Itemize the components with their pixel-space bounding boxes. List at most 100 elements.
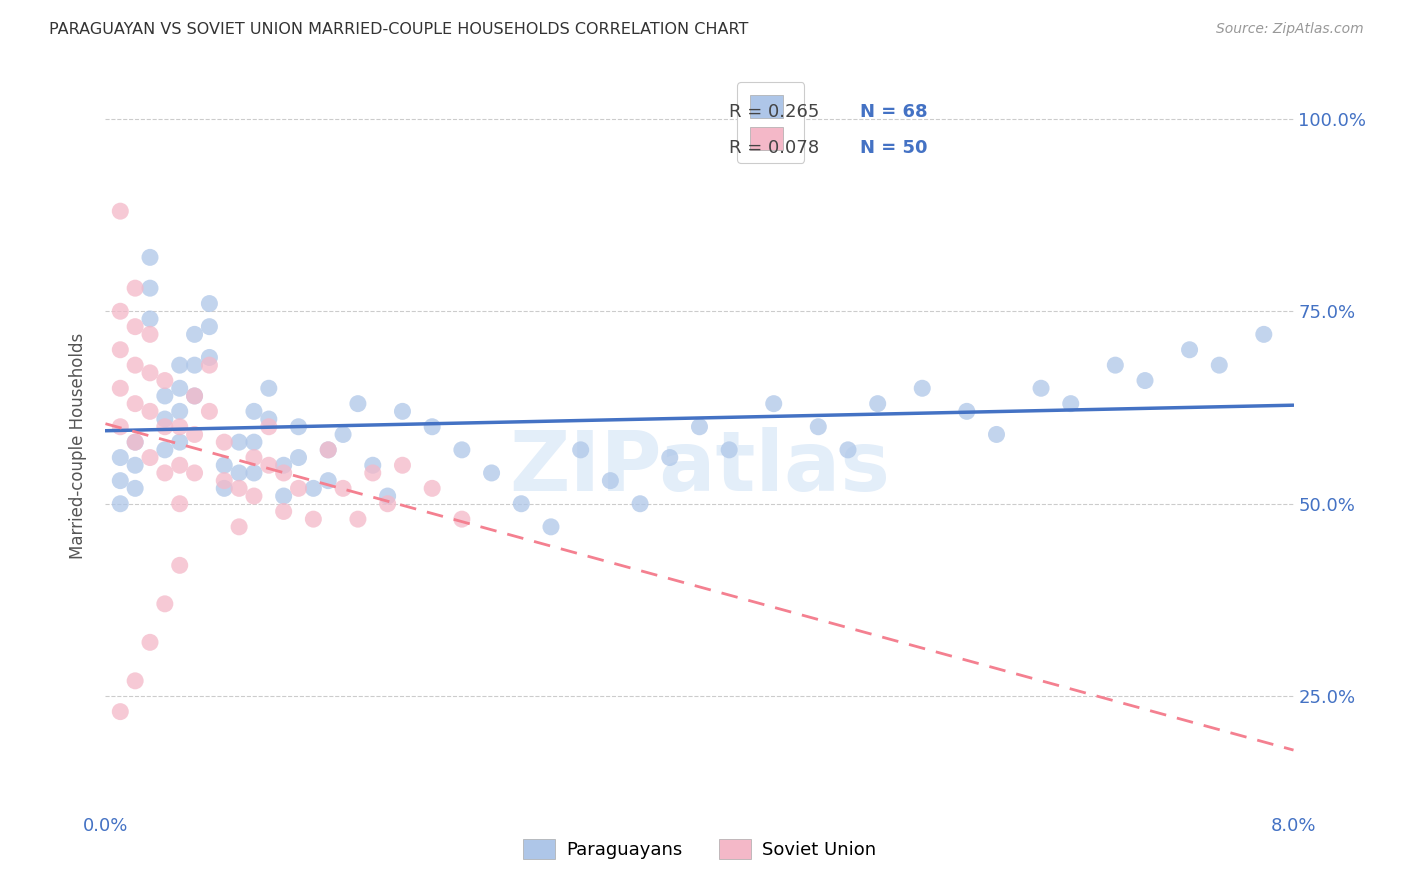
Point bbox=[243, 489, 266, 503]
Point bbox=[1208, 358, 1230, 372]
Point bbox=[153, 597, 176, 611]
Point bbox=[1178, 343, 1201, 357]
Point bbox=[273, 504, 295, 518]
Point bbox=[139, 366, 162, 380]
Text: R = 0.078: R = 0.078 bbox=[730, 138, 820, 157]
Point bbox=[628, 497, 651, 511]
Point bbox=[139, 251, 162, 265]
Point bbox=[540, 520, 562, 534]
Point bbox=[183, 466, 205, 480]
Point bbox=[377, 489, 399, 503]
Point bbox=[316, 442, 339, 457]
Point bbox=[110, 304, 132, 318]
Point bbox=[139, 635, 162, 649]
Point bbox=[198, 351, 221, 365]
Point bbox=[228, 435, 250, 450]
Point bbox=[332, 481, 354, 495]
Point bbox=[689, 419, 711, 434]
Point bbox=[243, 435, 266, 450]
Point bbox=[243, 466, 266, 480]
Point bbox=[124, 458, 146, 473]
Point bbox=[257, 419, 280, 434]
Point bbox=[198, 404, 221, 418]
Point bbox=[302, 512, 325, 526]
Point bbox=[420, 481, 443, 495]
Point bbox=[214, 474, 236, 488]
Point bbox=[718, 442, 741, 457]
Point bbox=[347, 512, 370, 526]
Point bbox=[169, 358, 191, 372]
Point bbox=[986, 427, 1008, 442]
Point bbox=[139, 327, 162, 342]
Point bbox=[1133, 374, 1156, 388]
Point bbox=[287, 481, 309, 495]
Point bbox=[110, 343, 132, 357]
Point bbox=[257, 458, 280, 473]
Point bbox=[153, 374, 176, 388]
Text: Source: ZipAtlas.com: Source: ZipAtlas.com bbox=[1216, 22, 1364, 37]
Point bbox=[510, 497, 533, 511]
Point bbox=[169, 404, 191, 418]
Point bbox=[658, 450, 681, 465]
Point bbox=[124, 319, 146, 334]
Point bbox=[110, 497, 132, 511]
Point bbox=[214, 481, 236, 495]
Point bbox=[110, 381, 132, 395]
Point bbox=[273, 489, 295, 503]
Text: N = 50: N = 50 bbox=[860, 138, 928, 157]
Point bbox=[153, 389, 176, 403]
Point bbox=[110, 204, 132, 219]
Text: R = 0.265: R = 0.265 bbox=[730, 103, 820, 121]
Point bbox=[183, 389, 205, 403]
Point bbox=[124, 435, 146, 450]
Point bbox=[450, 442, 472, 457]
Point bbox=[139, 281, 162, 295]
Point bbox=[124, 358, 146, 372]
Point bbox=[257, 412, 280, 426]
Point bbox=[287, 450, 309, 465]
Point bbox=[139, 450, 162, 465]
Point bbox=[169, 381, 191, 395]
Point bbox=[287, 419, 309, 434]
Y-axis label: Married-couple Households: Married-couple Households bbox=[69, 333, 87, 559]
Point bbox=[214, 458, 236, 473]
Point bbox=[153, 466, 176, 480]
Point bbox=[332, 427, 354, 442]
Point bbox=[273, 466, 295, 480]
Point bbox=[347, 397, 370, 411]
Point bbox=[450, 512, 472, 526]
Point bbox=[1060, 397, 1083, 411]
Point bbox=[599, 474, 621, 488]
Point bbox=[124, 481, 146, 495]
Point bbox=[183, 327, 205, 342]
Point bbox=[124, 397, 146, 411]
Point bbox=[257, 381, 280, 395]
Point bbox=[183, 427, 205, 442]
Point bbox=[169, 458, 191, 473]
Point bbox=[956, 404, 979, 418]
Point bbox=[481, 466, 503, 480]
Point bbox=[153, 419, 176, 434]
Point bbox=[139, 404, 162, 418]
Point bbox=[198, 319, 221, 334]
Point bbox=[316, 474, 339, 488]
Point bbox=[361, 466, 384, 480]
Point bbox=[837, 442, 859, 457]
Point bbox=[139, 312, 162, 326]
Text: N = 68: N = 68 bbox=[860, 103, 928, 121]
Point bbox=[243, 450, 266, 465]
Point bbox=[110, 474, 132, 488]
Point bbox=[110, 450, 132, 465]
Point bbox=[866, 397, 889, 411]
Point bbox=[1253, 327, 1275, 342]
Point bbox=[361, 458, 384, 473]
Point bbox=[569, 442, 592, 457]
Point bbox=[124, 435, 146, 450]
Point bbox=[228, 466, 250, 480]
Point bbox=[110, 705, 132, 719]
Point bbox=[124, 281, 146, 295]
Point bbox=[762, 397, 785, 411]
Point bbox=[124, 673, 146, 688]
Point bbox=[273, 458, 295, 473]
Point bbox=[169, 497, 191, 511]
